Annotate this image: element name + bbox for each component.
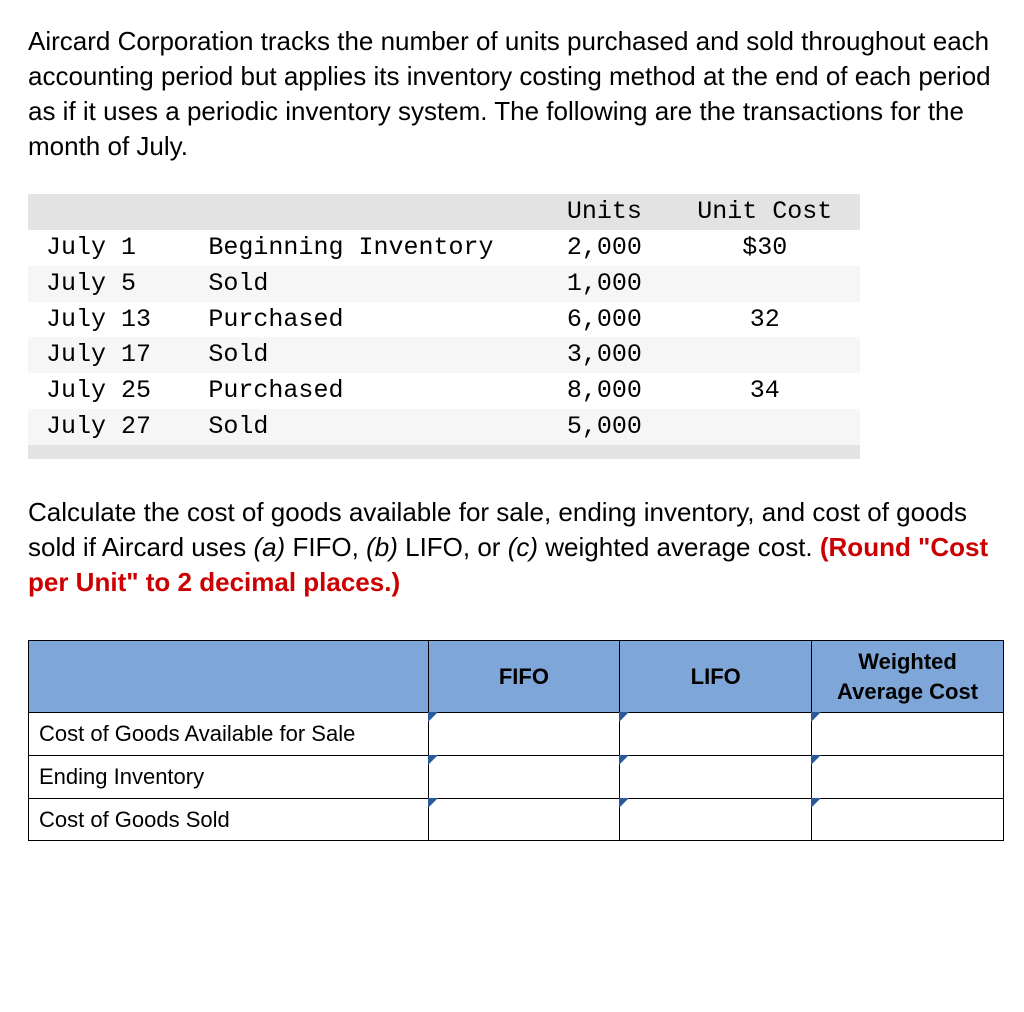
- input-ei-lifo[interactable]: [620, 755, 812, 798]
- input-cogs-lifo[interactable]: [620, 798, 812, 841]
- intro-paragraph: Aircard Corporation tracks the number of…: [28, 24, 996, 164]
- label-c-text: weighted average cost.: [538, 532, 820, 562]
- row-cogs: Cost of Goods Sold: [29, 798, 1004, 841]
- header-blank-date: [28, 194, 208, 230]
- table-row: July 1 Beginning Inventory 2,000 $30: [28, 230, 860, 266]
- input-cogafs-lifo[interactable]: [620, 713, 812, 756]
- cell-desc: Purchased: [208, 373, 539, 409]
- row-ei: Ending Inventory: [29, 755, 1004, 798]
- cell-units: 6,000: [539, 302, 669, 338]
- input-cogafs-fifo[interactable]: [428, 713, 620, 756]
- cell-date: July 25: [28, 373, 208, 409]
- transactions-table-wrap: Units Unit Cost July 1 Beginning Invento…: [28, 194, 996, 458]
- input-cogafs-wac[interactable]: [812, 713, 1004, 756]
- cell-cost: 34: [670, 373, 860, 409]
- label-ei: Ending Inventory: [29, 755, 429, 798]
- cell-units: 2,000: [539, 230, 669, 266]
- table-row: July 5 Sold 1,000: [28, 266, 860, 302]
- cell-date: July 1: [28, 230, 208, 266]
- table-row: July 27 Sold 5,000: [28, 409, 860, 445]
- cell-cost: [670, 266, 860, 302]
- cell-cost: 32: [670, 302, 860, 338]
- header-lifo: LIFO: [620, 640, 812, 712]
- cell-units: 5,000: [539, 409, 669, 445]
- cell-desc: Sold: [208, 409, 539, 445]
- cell-desc: Beginning Inventory: [208, 230, 539, 266]
- cell-desc: Sold: [208, 337, 539, 373]
- answer-table: FIFO LIFO Weighted Average Cost Cost of …: [28, 640, 1004, 841]
- input-ei-wac[interactable]: [812, 755, 1004, 798]
- input-cogs-wac[interactable]: [812, 798, 1004, 841]
- header-blank-desc: [208, 194, 539, 230]
- row-cogafs: Cost of Goods Available for Sale: [29, 713, 1004, 756]
- cell-cost: $30: [670, 230, 860, 266]
- input-ei-fifo[interactable]: [428, 755, 620, 798]
- header-units: Units: [539, 194, 669, 230]
- cell-date: July 17: [28, 337, 208, 373]
- header-wac: Weighted Average Cost: [812, 640, 1004, 712]
- cell-units: 1,000: [539, 266, 669, 302]
- label-cogafs: Cost of Goods Available for Sale: [29, 713, 429, 756]
- cell-desc: Sold: [208, 266, 539, 302]
- label-c: (c): [508, 532, 538, 562]
- input-cogs-fifo[interactable]: [428, 798, 620, 841]
- answer-header-row: FIFO LIFO Weighted Average Cost: [29, 640, 1004, 712]
- transactions-header-row: Units Unit Cost: [28, 194, 860, 230]
- label-a: (a): [253, 532, 285, 562]
- header-fifo: FIFO: [428, 640, 620, 712]
- cell-date: July 27: [28, 409, 208, 445]
- cell-cost: [670, 409, 860, 445]
- question-paragraph: Calculate the cost of goods available fo…: [28, 495, 996, 600]
- label-a-text: FIFO,: [285, 532, 366, 562]
- label-b-text: LIFO, or: [398, 532, 508, 562]
- transactions-table: Units Unit Cost July 1 Beginning Invento…: [28, 194, 860, 458]
- label-cogs: Cost of Goods Sold: [29, 798, 429, 841]
- cell-date: July 13: [28, 302, 208, 338]
- header-unit-cost: Unit Cost: [670, 194, 860, 230]
- cell-cost: [670, 337, 860, 373]
- table-row: July 17 Sold 3,000: [28, 337, 860, 373]
- header-blank: [29, 640, 429, 712]
- cell-date: July 5: [28, 266, 208, 302]
- table-row: July 25 Purchased 8,000 34: [28, 373, 860, 409]
- scroll-indicator-row: [28, 445, 860, 459]
- cell-desc: Purchased: [208, 302, 539, 338]
- cell-units: 3,000: [539, 337, 669, 373]
- table-row: July 13 Purchased 6,000 32: [28, 302, 860, 338]
- label-b: (b): [366, 532, 398, 562]
- cell-units: 8,000: [539, 373, 669, 409]
